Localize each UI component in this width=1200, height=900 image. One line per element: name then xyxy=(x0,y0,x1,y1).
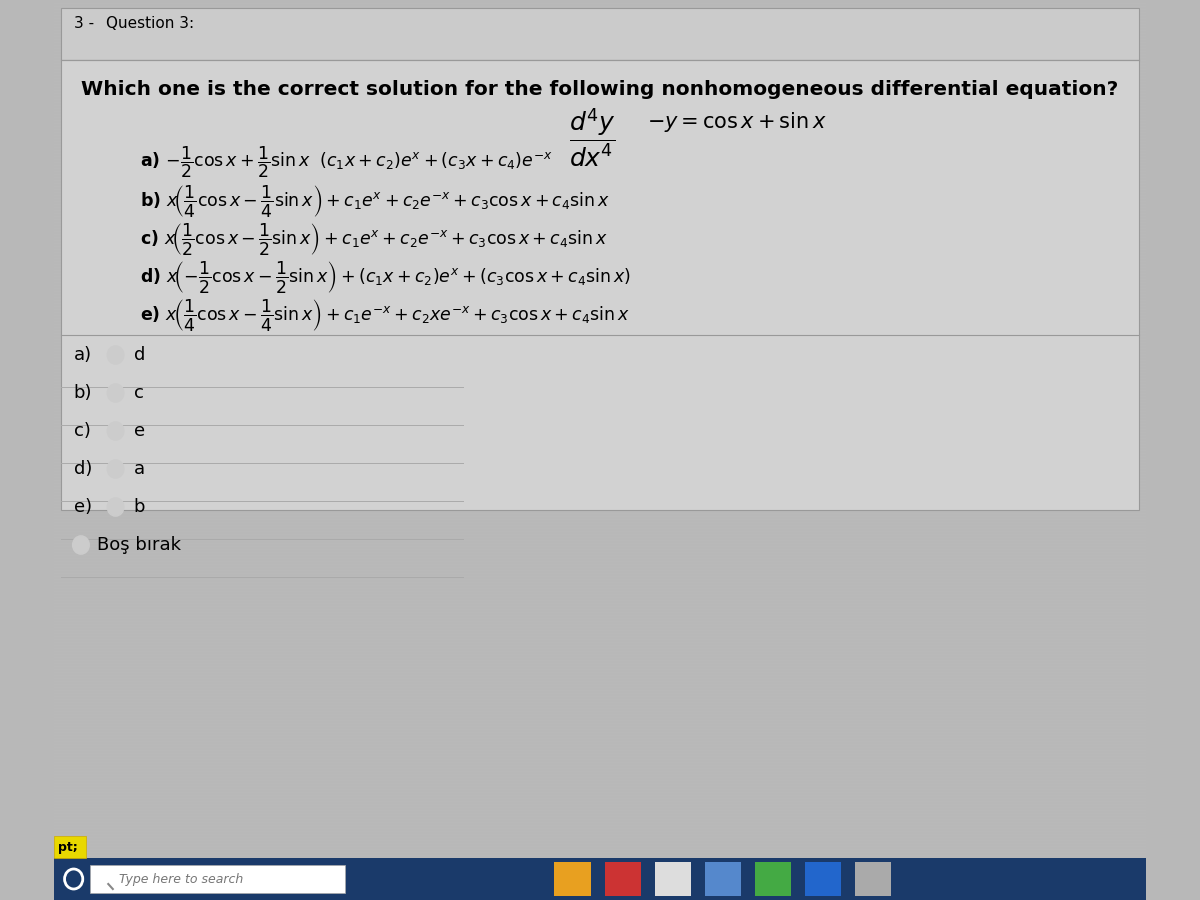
Text: pt;: pt; xyxy=(58,841,78,853)
FancyBboxPatch shape xyxy=(554,862,590,896)
FancyBboxPatch shape xyxy=(61,8,1139,60)
Text: c) $x\!\left(\dfrac{1}{2}\cos x - \dfrac{1}{2}\sin x\right) + c_1e^x + c_2e^{-x}: c) $x\!\left(\dfrac{1}{2}\cos x - \dfrac… xyxy=(140,221,608,257)
FancyBboxPatch shape xyxy=(704,862,742,896)
FancyBboxPatch shape xyxy=(805,862,841,896)
Text: e) $x\!\left(\dfrac{1}{4}\cos x - \dfrac{1}{4}\sin x\right) + c_1e^{-x} + c_2xe^: e) $x\!\left(\dfrac{1}{4}\cos x - \dfrac… xyxy=(140,297,630,333)
Text: a: a xyxy=(133,460,145,478)
Text: Question 3:: Question 3: xyxy=(107,16,194,32)
Text: a) $-\dfrac{1}{2}\cos x + \dfrac{1}{2}\sin x\ \ (c_1x + c_2)e^x + (c_3x + c_4)e^: a) $-\dfrac{1}{2}\cos x + \dfrac{1}{2}\s… xyxy=(140,145,553,180)
Text: Type here to search: Type here to search xyxy=(119,872,244,886)
Text: a): a) xyxy=(73,346,91,364)
Circle shape xyxy=(73,536,89,554)
FancyBboxPatch shape xyxy=(854,862,892,896)
Text: e: e xyxy=(133,422,145,440)
Text: b) $x\!\left(\dfrac{1}{4}\cos x - \dfrac{1}{4}\sin x\right) + c_1e^x + c_2e^{-x}: b) $x\!\left(\dfrac{1}{4}\cos x - \dfrac… xyxy=(140,183,610,219)
Text: b: b xyxy=(133,498,145,516)
Circle shape xyxy=(107,460,124,478)
Text: d: d xyxy=(133,346,145,364)
Text: $- y = \cos x + \sin x$: $- y = \cos x + \sin x$ xyxy=(647,110,827,134)
Text: c): c) xyxy=(73,422,90,440)
FancyBboxPatch shape xyxy=(755,862,791,896)
Circle shape xyxy=(107,422,124,440)
Circle shape xyxy=(107,498,124,516)
Text: c: c xyxy=(133,384,144,402)
Text: d): d) xyxy=(73,460,92,478)
Text: b): b) xyxy=(73,384,92,402)
Text: Which one is the correct solution for the following nonhomogeneous differential : Which one is the correct solution for th… xyxy=(82,80,1118,99)
FancyBboxPatch shape xyxy=(54,836,86,858)
FancyBboxPatch shape xyxy=(605,862,641,896)
FancyBboxPatch shape xyxy=(61,60,1139,510)
FancyBboxPatch shape xyxy=(655,862,691,896)
Circle shape xyxy=(107,384,124,402)
Text: $\dfrac{d^4y}{dx^4}$: $\dfrac{d^4y}{dx^4}$ xyxy=(570,107,616,169)
Circle shape xyxy=(107,346,124,364)
FancyBboxPatch shape xyxy=(90,865,346,893)
Text: Boş bırak: Boş bırak xyxy=(97,536,181,554)
FancyBboxPatch shape xyxy=(54,858,1146,900)
Text: e): e) xyxy=(73,498,91,516)
Text: d) $x\!\left(-\dfrac{1}{2}\cos x - \dfrac{1}{2}\sin x\right) + (c_1x + c_2)e^x +: d) $x\!\left(-\dfrac{1}{2}\cos x - \dfra… xyxy=(140,259,631,295)
Text: 3 -: 3 - xyxy=(73,16,94,32)
